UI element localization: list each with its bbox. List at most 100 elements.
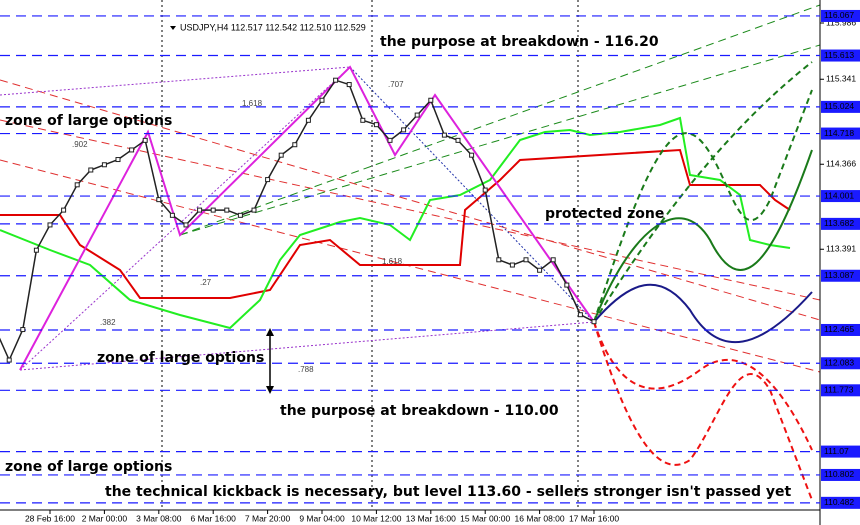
level-label-box <box>821 190 860 203</box>
price-point <box>523 257 529 263</box>
price-point <box>183 222 189 228</box>
annotation: zone of large options <box>5 113 172 129</box>
price-point <box>251 207 257 213</box>
price-point <box>591 319 597 325</box>
level-label: 111.773 <box>824 385 854 395</box>
price-point <box>210 207 216 213</box>
level-label-box <box>821 323 860 336</box>
zigzag <box>19 65 595 371</box>
annotation: the technical kickback is necessary, but… <box>105 484 792 500</box>
price-point <box>564 282 570 288</box>
fib-label: .707 <box>388 80 404 89</box>
level-label: 116.067 <box>824 10 854 20</box>
price-point <box>373 122 379 128</box>
level-label-box <box>821 269 860 282</box>
price-point <box>577 312 583 318</box>
symbol-marker <box>170 26 176 30</box>
price-point <box>224 207 230 213</box>
fib-label: 1.618 <box>382 257 403 266</box>
price-point <box>455 137 461 143</box>
x-tick-label: 6 Mar 16:00 <box>191 513 237 523</box>
price-point <box>6 357 12 363</box>
y-tick-label: 113.391 <box>826 243 856 253</box>
x-tick-label: 2 Mar 00:00 <box>82 513 128 523</box>
level-label: 113.087 <box>824 270 854 280</box>
fib-line <box>0 66 351 96</box>
arrowhead <box>266 328 274 336</box>
level-label-box <box>821 445 860 458</box>
price-point <box>88 167 94 173</box>
price-point <box>537 267 543 273</box>
level-label-box <box>821 49 860 62</box>
price-point <box>156 197 162 203</box>
price-point <box>237 212 243 218</box>
y-tick-label: 115.341 <box>826 73 856 83</box>
price-point <box>292 142 298 148</box>
channel-line <box>0 119 821 301</box>
level-label: 115.024 <box>824 101 854 111</box>
price-point <box>550 257 556 263</box>
level-label: 110.802 <box>824 469 854 479</box>
price-point <box>169 212 175 218</box>
y-tick-label: 114.366 <box>826 158 856 168</box>
price-point <box>115 157 121 163</box>
level-label-box <box>821 357 860 370</box>
price-point <box>319 97 325 103</box>
price-point <box>305 117 311 123</box>
level-label: 115.613 <box>824 50 854 60</box>
price-point <box>346 82 352 88</box>
fib-label: .27 <box>200 278 212 287</box>
channel-line <box>179 4 821 236</box>
x-tick-label: 13 Mar 16:00 <box>406 513 456 523</box>
fib-line <box>19 66 351 371</box>
fib-line <box>349 66 595 323</box>
level-label-box <box>821 217 860 230</box>
price-point <box>333 77 339 83</box>
price-point <box>482 187 488 193</box>
arrowhead <box>266 386 274 394</box>
drawings <box>0 0 821 510</box>
price-point <box>428 97 434 103</box>
annotation: the purpose at breakdown - 116.20 <box>380 34 659 50</box>
fib-label: .902 <box>72 140 88 149</box>
price-point <box>509 262 515 268</box>
x-tick-label: 16 Mar 08:00 <box>515 513 565 523</box>
x-tick-label: 3 Mar 08:00 <box>136 513 182 523</box>
price-point <box>101 162 107 168</box>
price-point <box>278 152 284 158</box>
price-point <box>20 327 26 333</box>
forecast <box>593 89 813 323</box>
price-point <box>360 117 366 123</box>
price-point <box>129 147 135 153</box>
price-point <box>74 182 80 188</box>
level-label: 114.718 <box>824 128 854 138</box>
price-point <box>47 222 53 228</box>
price-point <box>387 137 393 143</box>
price-point <box>33 247 39 253</box>
annotation: zone of large options <box>97 350 264 366</box>
price-point <box>496 257 502 263</box>
level-label-box <box>821 100 860 113</box>
level-label-box <box>821 468 860 481</box>
price-point <box>441 132 447 138</box>
level-label: 114.001 <box>824 190 854 200</box>
price-point <box>469 152 475 158</box>
symbol-info: USDJPY,H4 112.517 112.542 112.510 112.52… <box>180 22 366 32</box>
x-tick-label: 17 Mar 16:00 <box>569 513 619 523</box>
annotation: zone of large options <box>5 459 172 475</box>
price-point <box>401 127 407 133</box>
price-point <box>414 112 420 118</box>
forecast <box>593 149 813 323</box>
price-point <box>142 137 148 143</box>
forecast <box>593 321 813 451</box>
fib-label: 1.618 <box>242 99 263 108</box>
level-label: 113.682 <box>824 218 854 228</box>
x-tick-label: 10 Mar 12:00 <box>351 513 401 523</box>
channel-line <box>179 44 821 236</box>
x-tick-label: 9 Mar 04:00 <box>299 513 345 523</box>
level-label-box <box>821 384 860 397</box>
forecast <box>593 61 813 323</box>
level-label: 111.07 <box>824 446 849 456</box>
